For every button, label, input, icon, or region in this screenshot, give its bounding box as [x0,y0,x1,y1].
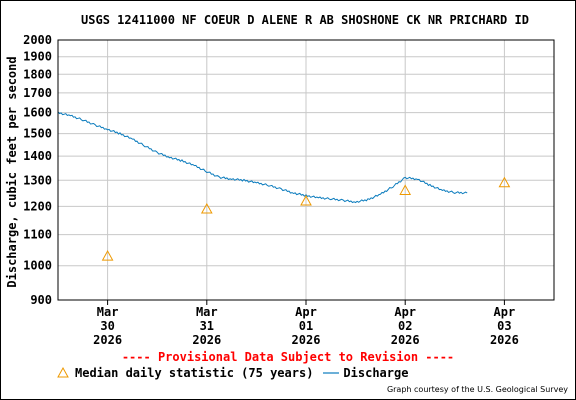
y-tick-label: 1600 [23,106,52,120]
median-point [498,176,511,188]
x-tick-label-year: 2026 [192,333,221,347]
grid-layer [58,40,554,300]
credit-text: Graph courtesy of the U.S. Geological Su… [386,385,568,394]
x-tick-label-day: 01 [299,319,313,333]
y-tick-label: 1900 [23,50,52,64]
legend-label-median: Median daily statistic (75 years) [75,366,314,380]
marker-layer [101,176,511,261]
y-tick-label: 1000 [23,259,52,273]
x-tick-label-year: 2026 [490,333,519,347]
median-point [200,203,213,214]
y-axis-label: Discharge, cubic feet per second [5,56,19,287]
discharge-series-line [57,111,468,204]
provisional-notice: ---- Provisional Data Subject to Revisio… [121,350,455,364]
y-tick-label: 1300 [23,173,52,187]
line-swatch-icon [323,372,340,374]
legend-item-discharge: Discharge [322,366,408,380]
median-point [101,250,114,261]
x-tick-label-day: 03 [497,319,511,333]
axis-layer: 900 1000 1100 1200 1300 1400 1500 1600 1700 1800 1… [23,33,555,347]
x-tick-label-year: 2026 [93,333,122,347]
y-tick-label: 1700 [23,86,52,100]
x-tick-label-month: Apr [295,305,317,319]
x-tick-label-year: 2026 [391,333,420,347]
x-tick-label-month: Apr [394,305,416,319]
x-tick-label-day: 02 [398,319,412,333]
legend-label-discharge: Discharge [343,366,409,380]
y-tick-label: 1100 [23,228,52,242]
y-tick-label: 1500 [23,127,52,141]
triangle-marker-icon [57,366,69,378]
y-tick-label: 2000 [23,33,52,47]
x-tick-label-month: Mar [196,305,218,319]
y-tick-label: 1200 [23,199,52,213]
x-tick-label-month: Apr [494,305,516,319]
y-tick-label: 1400 [23,149,52,163]
chart-title: USGS 12411000 NF COEUR D ALENE R AB SHOS… [81,13,529,27]
legend-item-median: Median daily statistic (75 years) [54,366,313,380]
x-tick-label-year: 2026 [292,333,321,347]
x-tick-label-day: 30 [100,319,114,333]
median-point [300,194,312,206]
series-layer [57,111,468,204]
x-tick-label-month: Mar [97,305,119,319]
y-tick-label: 900 [30,293,52,307]
plot-border [57,39,555,301]
x-tick-label-day: 31 [200,319,214,333]
y-tick-label: 1800 [23,67,52,81]
median-point [399,184,412,195]
legend: Median daily statistic (75 years) Discha… [54,365,408,381]
